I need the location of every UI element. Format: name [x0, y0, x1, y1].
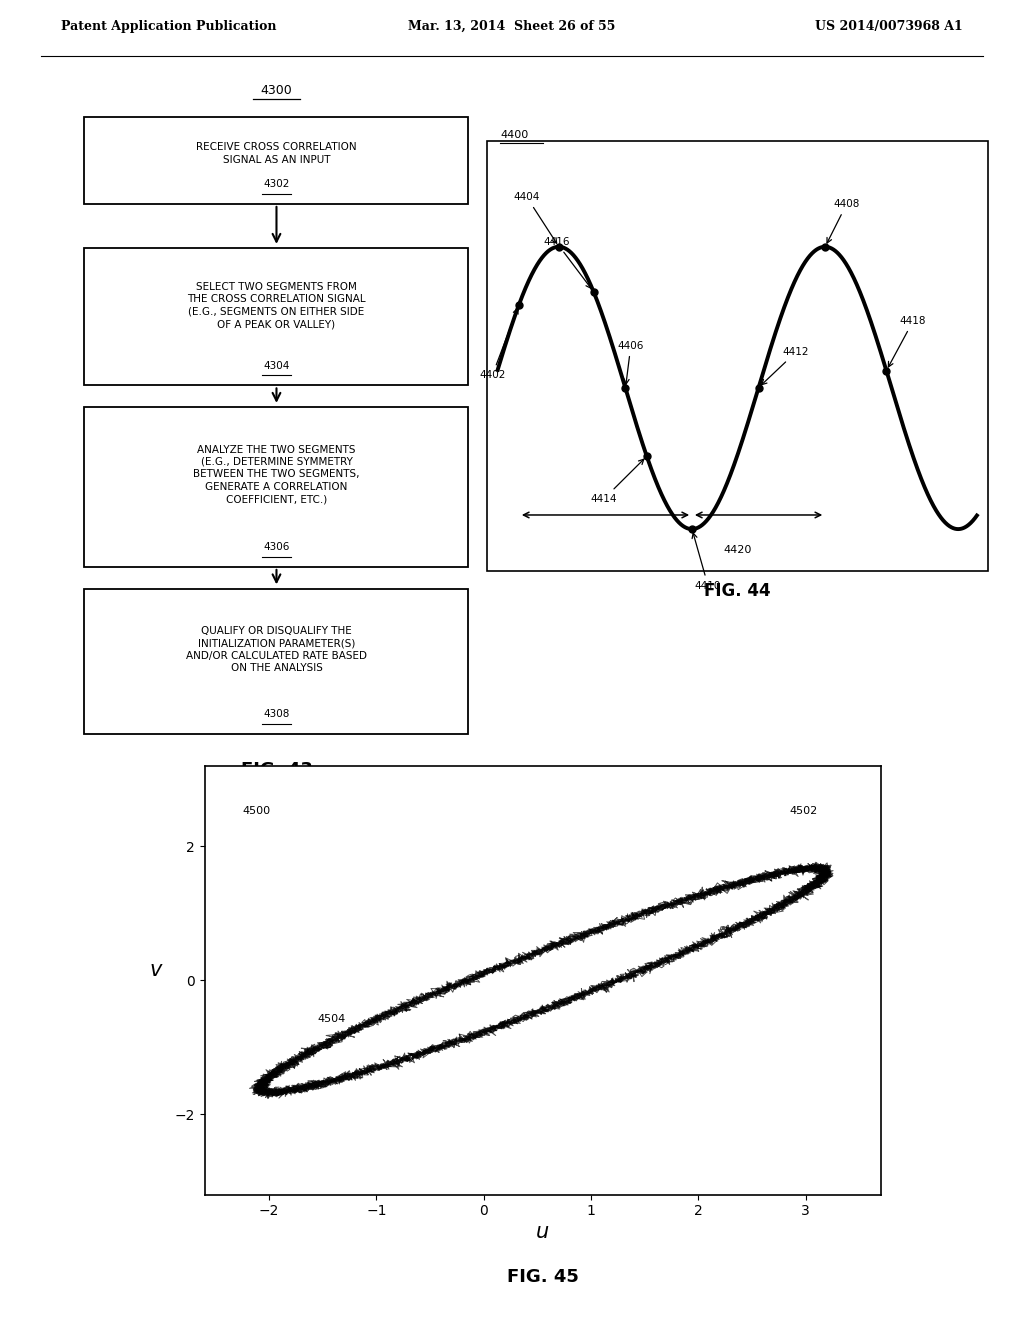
Text: 4406: 4406: [617, 341, 644, 384]
Text: 4404: 4404: [514, 193, 557, 243]
Text: 4416: 4416: [543, 238, 591, 288]
Text: 4304: 4304: [263, 360, 290, 371]
Text: 4306: 4306: [263, 543, 290, 552]
Text: 4504: 4504: [317, 1014, 346, 1023]
Text: US 2014/0073968 A1: US 2014/0073968 A1: [815, 20, 963, 33]
Text: 4420: 4420: [723, 545, 752, 556]
Text: FIG. 45: FIG. 45: [507, 1267, 579, 1286]
Text: 4308: 4308: [263, 709, 290, 719]
Bar: [84, 407, 469, 568]
Text: 4410: 4410: [692, 533, 721, 590]
Text: 4400: 4400: [501, 131, 528, 140]
Text: 4300: 4300: [260, 84, 293, 98]
Text: Patent Application Publication: Patent Application Publication: [61, 20, 276, 33]
Text: 4302: 4302: [263, 180, 290, 189]
Text: QUALIFY OR DISQUALIFY THE
INITIALIZATION PARAMETER(S)
AND/OR CALCULATED RATE BAS: QUALIFY OR DISQUALIFY THE INITIALIZATION…: [186, 626, 367, 673]
Bar: [84, 248, 469, 385]
Text: 4412: 4412: [762, 347, 809, 384]
Bar: [84, 117, 469, 205]
Bar: [487, 141, 987, 572]
Text: 4418: 4418: [889, 317, 927, 367]
Bar: [84, 589, 469, 734]
Text: 4414: 4414: [591, 459, 644, 504]
Text: SELECT TWO SEGMENTS FROM
THE CROSS CORRELATION SIGNAL
(E.G., SEGMENTS ON EITHER : SELECT TWO SEGMENTS FROM THE CROSS CORRE…: [187, 282, 366, 329]
X-axis label: u: u: [537, 1222, 549, 1242]
Text: FIG. 44: FIG. 44: [703, 582, 771, 599]
Text: RECEIVE CROSS CORRELATION
SIGNAL AS AN INPUT: RECEIVE CROSS CORRELATION SIGNAL AS AN I…: [197, 143, 356, 165]
Y-axis label: v: v: [150, 960, 162, 979]
Text: 4500: 4500: [243, 805, 270, 816]
Text: ANALYZE THE TWO SEGMENTS
(E.G., DETERMINE SYMMETRY
BETWEEN THE TWO SEGMENTS,
GEN: ANALYZE THE TWO SEGMENTS (E.G., DETERMIN…: [194, 445, 359, 504]
Text: 4502: 4502: [790, 805, 818, 816]
Text: 4408: 4408: [827, 199, 859, 243]
Text: FIG. 43: FIG. 43: [241, 762, 312, 779]
Text: Mar. 13, 2014  Sheet 26 of 55: Mar. 13, 2014 Sheet 26 of 55: [409, 20, 615, 33]
Text: 4402: 4402: [479, 309, 518, 380]
